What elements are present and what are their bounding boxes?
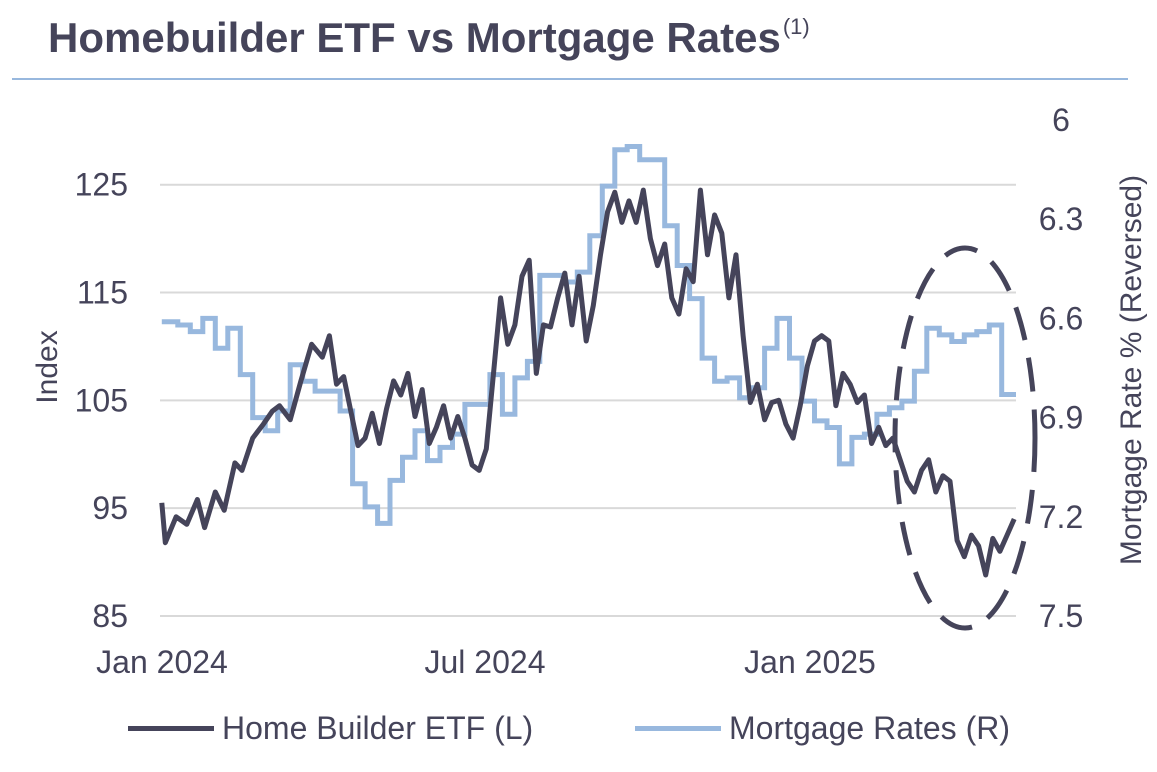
highlight-ellipse — [892, 245, 1038, 631]
left-axis-label: Index — [31, 330, 64, 403]
x-tick-label: Jul 2024 — [425, 644, 546, 680]
series — [159, 144, 1017, 578]
left-tick-label: 115 — [77, 275, 128, 311]
gridlines — [160, 183, 1016, 617]
right-axis-label: Mortgage Rate % (Reversed) — [1115, 175, 1148, 565]
legend-label-etf: Home Builder ETF (L) — [222, 709, 534, 746]
left-tick-label: 95 — [92, 490, 128, 526]
left-tick-label: 85 — [92, 598, 128, 634]
right-tick-label: 7.5 — [1039, 598, 1083, 634]
legend-swatch-etf — [128, 725, 214, 731]
left-tick-label: 105 — [75, 382, 128, 418]
right-tick-label: 6.9 — [1039, 400, 1083, 436]
right-axis-ticks: 6 6.3 6.6 6.9 7.2 7.5 — [1039, 102, 1083, 634]
right-tick-label: 6.3 — [1039, 201, 1083, 237]
legend-swatch-rates — [635, 725, 721, 731]
legend-item-rates: Mortgage Rates (R) — [635, 706, 1010, 750]
x-tick-label: Jan 2025 — [744, 644, 876, 680]
chart-title-text: Homebuilder ETF vs Mortgage Rates — [48, 14, 781, 61]
left-tick-label: 125 — [75, 167, 128, 203]
right-tick-label: 6.6 — [1039, 300, 1083, 336]
x-tick-label: Jan 2024 — [96, 644, 228, 680]
title-footnote-marker: (1) — [782, 14, 810, 39]
legend-item-etf: Home Builder ETF (L) — [128, 706, 533, 750]
right-tick-label: 7.2 — [1039, 499, 1083, 535]
x-axis-ticks: Jan 2024 Jul 2024 Jan 2025 — [96, 644, 876, 680]
title-divider — [12, 78, 1128, 80]
chart-title: Homebuilder ETF vs Mortgage Rates(1) — [48, 14, 810, 62]
series-line-home-builder-etf — [159, 187, 1017, 578]
legend-label-rates: Mortgage Rates (R) — [729, 709, 1010, 746]
right-tick-label: 6 — [1052, 102, 1070, 138]
left-axis-ticks: 85 95 105 115 125 — [75, 167, 128, 634]
